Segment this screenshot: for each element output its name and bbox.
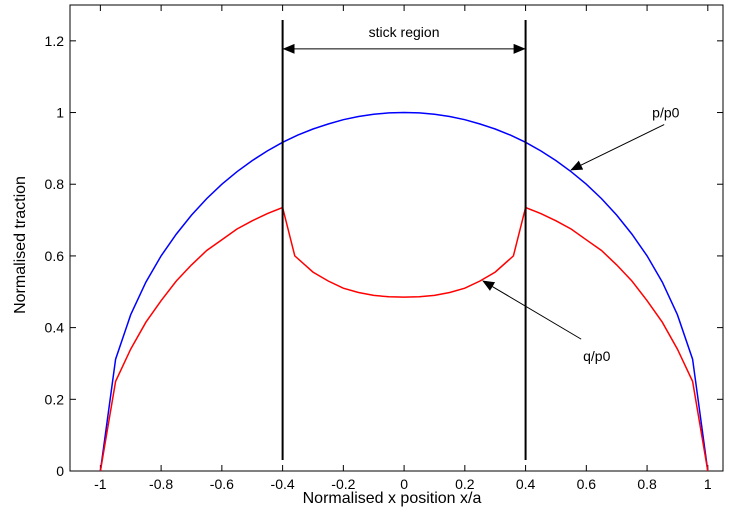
q-label-arrow [482,280,582,340]
plot-border [69,4,724,472]
series-group [99,111,709,472]
p-label: p/p0 [652,105,679,121]
x-tick-label: 0 [400,476,408,492]
y-tick-label: 0.6 [45,248,65,264]
x-tick-label: 0.4 [516,476,536,492]
p-label-arrow [570,124,665,171]
x-tick-label: 0.2 [455,476,475,492]
y-axis: 0 0.2 0.4 0.6 0.8 1 1.2 [45,33,723,479]
stick-region-boundaries [281,20,527,460]
axes-frame [69,4,724,472]
x-tick-label: -0.6 [210,476,234,492]
annotations: stick region p/p0 q/p0 [282,24,680,364]
y-tick-label: 1 [56,105,64,121]
x-tick-label: -0.8 [149,476,173,492]
y-tick-label: 0.4 [45,320,65,336]
x-tick-label: -0.4 [271,476,295,492]
series-line-q [99,206,709,472]
y-tick-label: 0.2 [45,391,65,407]
x-tick-label: -0.2 [331,476,355,492]
x-tick-label: 0.8 [637,476,657,492]
y-axis-label: Normalised traction [12,176,29,314]
y-tick-label: 0 [56,463,64,479]
x-tick-label: 1 [704,476,712,492]
x-axis: -1 -0.8 -0.6 -0.4 -0.2 0 0.2 0.4 0.6 0.8 1 [94,5,712,492]
y-tick-label: 1.2 [45,33,65,49]
y-tick-label: 0.8 [45,176,65,192]
q-label: q/p0 [583,348,610,364]
x-tick-label: -1 [94,476,107,492]
stick-region-label: stick region [369,24,440,40]
x-tick-label: 0.6 [577,476,597,492]
series-line-p [99,111,709,472]
x-axis-label: Normalised x position x/a [303,490,482,507]
